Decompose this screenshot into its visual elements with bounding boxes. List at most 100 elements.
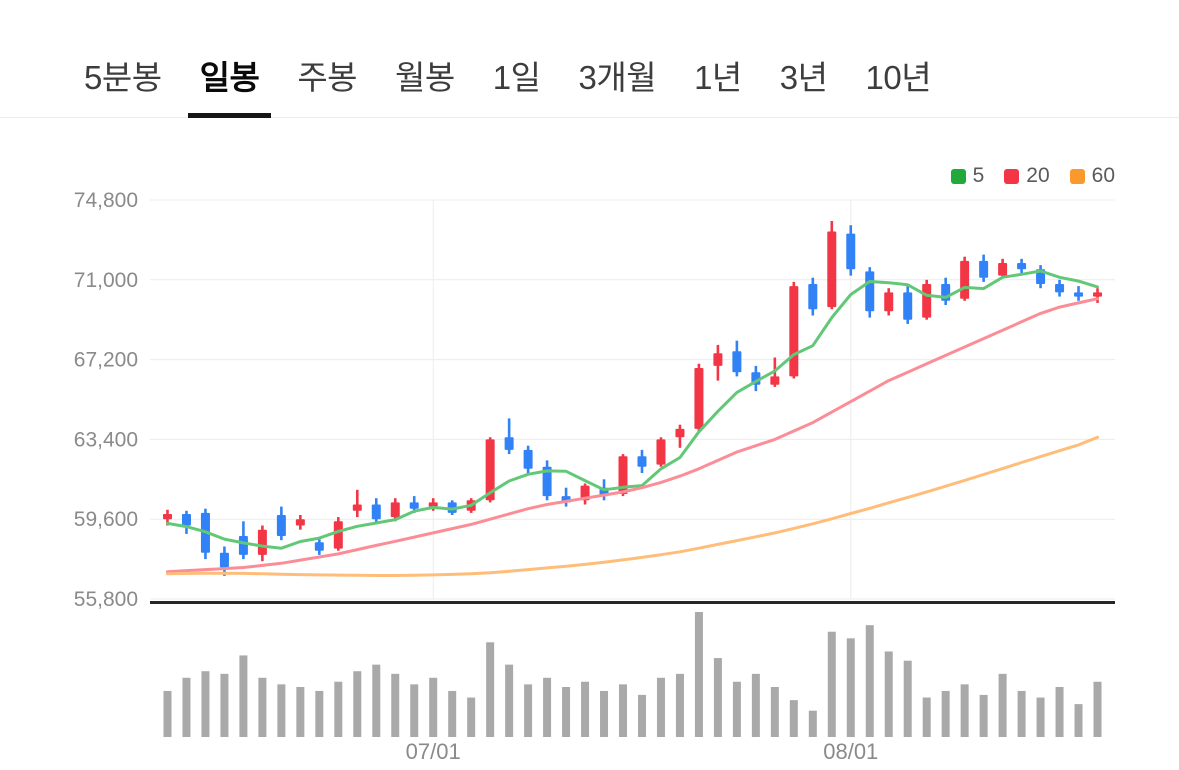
tab-daily[interactable]: 일봉 — [187, 58, 271, 118]
volume-bar — [201, 671, 210, 737]
legend-item-ma5: 5 — [950, 164, 985, 188]
candle-body-up — [1093, 292, 1103, 297]
volume-bar — [827, 631, 836, 737]
volume-bar — [865, 625, 874, 737]
candle-body-up — [352, 504, 362, 511]
volume-bar — [1093, 681, 1102, 737]
volume-bar — [410, 684, 419, 737]
tab-10years[interactable]: 10년 — [865, 59, 932, 96]
candle-body-down — [979, 260, 989, 278]
volume-bar — [1036, 697, 1045, 737]
legend-item-ma20: 20 — [1004, 164, 1050, 188]
volume-bar — [1055, 687, 1064, 737]
volume-bar — [619, 684, 628, 737]
candle-body-down — [865, 271, 875, 312]
volume-bar — [163, 690, 172, 737]
volume-bar — [960, 684, 969, 737]
volume-bar — [315, 690, 324, 737]
candle-body-down — [219, 552, 229, 568]
candle-body-up — [675, 428, 685, 438]
y-tick-label: 67,200 — [74, 349, 138, 372]
tab-monthly[interactable]: 월봉 — [395, 59, 455, 96]
volume-bar — [732, 681, 741, 737]
ma60-color-swatch-icon — [1069, 168, 1085, 184]
tab-1day[interactable]: 1일 — [492, 59, 541, 96]
price-volume-separator — [150, 601, 1115, 604]
ma-legend: 5 20 60 — [950, 164, 1115, 188]
candle-body-up — [694, 368, 704, 429]
volume-bar — [391, 673, 400, 737]
volume-bar — [751, 673, 760, 737]
candle-body-down — [1074, 292, 1084, 297]
legend-item-ma60: 60 — [1069, 164, 1115, 188]
volume-bar — [998, 673, 1007, 737]
x-tick-label: 08/01 — [823, 739, 878, 764]
candle-body-down — [181, 513, 191, 526]
candle-body-up — [257, 529, 267, 555]
candle-body-up — [333, 521, 343, 549]
volume-bar — [524, 684, 533, 737]
volume-bar — [296, 687, 305, 737]
tab-3years[interactable]: 3년 — [779, 59, 828, 96]
candle-body-down — [732, 351, 742, 373]
ma5-line — [166, 269, 1099, 550]
tab-3months[interactable]: 3개월 — [578, 59, 657, 96]
legend-label: 5 — [972, 164, 985, 187]
volume-bar — [884, 651, 893, 737]
candle-body-up — [713, 353, 723, 366]
volume-bar — [429, 677, 438, 737]
candle-body-down — [1017, 263, 1027, 270]
tab-1year[interactable]: 1년 — [694, 59, 742, 96]
volume-bar — [220, 673, 229, 737]
volume-bar — [372, 664, 381, 737]
candle-body-up — [485, 439, 495, 501]
candle-body-up — [656, 439, 666, 465]
tab-5min[interactable]: 5분봉 — [84, 59, 162, 96]
ma60-line — [166, 435, 1099, 577]
candle-body-down — [637, 456, 647, 467]
candle-body-down — [903, 292, 913, 320]
candle-body-up — [390, 502, 400, 518]
y-tick-label: 59,600 — [74, 508, 138, 531]
y-tick-label: 63,400 — [74, 428, 138, 451]
volume-bar — [505, 664, 514, 737]
candle-body-down — [846, 233, 856, 270]
candlestick-chart-canvas[interactable]: 74,800 71,000 67,200 63,400 59,600 55,800 07/0… — [0, 142, 1179, 764]
candle-body-down — [371, 504, 381, 520]
volume-bar — [258, 677, 267, 737]
ma20-line — [166, 297, 1099, 574]
candle-body-down — [314, 542, 324, 551]
volume-bar — [675, 673, 684, 737]
candle-body-up — [827, 231, 837, 308]
candle-body-down — [808, 284, 818, 310]
candle-body-up — [922, 284, 932, 318]
candle-body-down — [504, 437, 514, 450]
volume-bar — [182, 677, 191, 737]
stock-chart[interactable]: 5 20 60 74,800 71,000 67,200 63,400 59,600 55,8… — [0, 142, 1179, 764]
candle-body-down — [542, 466, 552, 497]
candle-body-up — [428, 502, 438, 507]
volume-bar — [1074, 704, 1083, 737]
volume-bar — [694, 612, 703, 737]
y-tick-label: 55,800 — [74, 588, 138, 611]
candle-body-up — [884, 292, 894, 312]
volume-bar — [656, 677, 665, 737]
candle-body-down — [409, 502, 419, 509]
volume-bar — [808, 710, 817, 737]
y-tick-label: 71,000 — [74, 269, 138, 292]
legend-label: 60 — [1091, 164, 1115, 187]
tab-weekly[interactable]: 주봉 — [297, 59, 358, 96]
volume-bar — [846, 638, 855, 737]
candle-body-up — [770, 376, 780, 385]
volume-bar — [903, 660, 912, 737]
legend-label: 20 — [1026, 164, 1050, 187]
candle-body-down — [238, 536, 248, 555]
volume-bar — [637, 694, 646, 737]
candle-body-up — [789, 286, 799, 377]
volume-bar — [713, 658, 722, 737]
ma20-color-swatch-icon — [1004, 168, 1020, 184]
volume-bar — [941, 690, 950, 737]
volume-bar — [979, 694, 988, 737]
x-tick-label: 07/01 — [406, 739, 461, 764]
candle-body-up — [618, 456, 628, 494]
